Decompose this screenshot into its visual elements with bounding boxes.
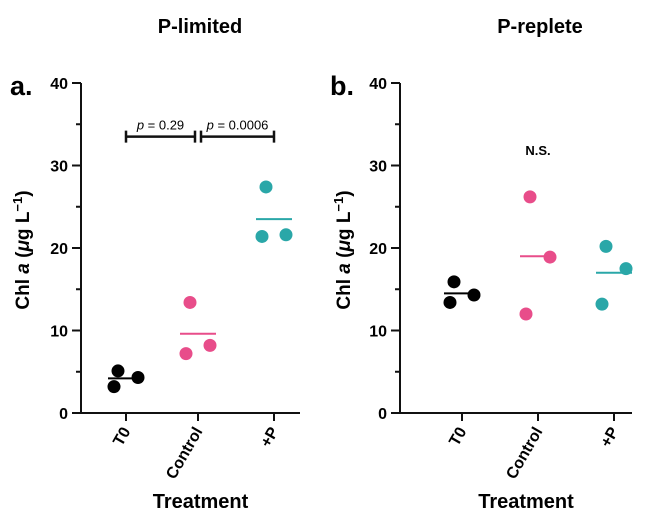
panel-a: P-limited a. 0 10 20 30 40 T0 Control +P Treatment… bbox=[10, 16, 300, 513]
p-value: = 0.29 bbox=[144, 118, 184, 133]
p-value: = 0.0006 bbox=[214, 118, 269, 133]
y-axis-title-part: μ bbox=[334, 240, 355, 253]
significance-bracket bbox=[199, 130, 276, 143]
x-axis-title: Treatment bbox=[478, 491, 574, 513]
y-axis-title-part: Chl bbox=[334, 274, 355, 310]
y-tick-label: 30 bbox=[50, 159, 68, 176]
p-value-label: p = 0.0006 bbox=[206, 118, 269, 133]
p-symbol: p bbox=[136, 118, 144, 133]
data-point bbox=[443, 295, 457, 309]
data-point bbox=[599, 239, 613, 253]
y-tick-label: 10 bbox=[369, 324, 387, 341]
y-tick-label: 30 bbox=[369, 159, 387, 176]
y-axis-title-part: ( bbox=[13, 251, 34, 263]
data-point bbox=[203, 338, 217, 352]
y-axis-title-part: −1 bbox=[331, 197, 346, 212]
significance-bracket bbox=[124, 130, 197, 143]
data-point bbox=[543, 250, 557, 264]
data-point bbox=[519, 307, 533, 321]
y-axis-title-part: ) bbox=[334, 190, 355, 196]
panel-title: P-limited bbox=[158, 16, 242, 38]
data-point bbox=[179, 347, 193, 361]
y-axis-title-part: μ bbox=[13, 240, 34, 253]
data-point bbox=[467, 288, 481, 302]
y-axis-title-part: g L bbox=[13, 211, 34, 240]
data-point bbox=[447, 275, 461, 289]
y-tick-label: 0 bbox=[378, 406, 387, 423]
p-value-label: p = 0.29 bbox=[136, 118, 184, 133]
data-point bbox=[131, 371, 145, 385]
y-axis-title-part: g L bbox=[334, 211, 355, 240]
y-axis-title-part: −1 bbox=[10, 197, 25, 212]
data-point bbox=[279, 228, 293, 242]
x-axis-title: Treatment bbox=[153, 491, 249, 513]
x-tick-label: +P bbox=[258, 424, 283, 450]
data-point bbox=[595, 297, 609, 311]
y-tick-label: 20 bbox=[50, 241, 68, 258]
y-axis-title: Chl a (μg L−1) bbox=[10, 190, 35, 309]
y-tick-label: 0 bbox=[59, 406, 68, 423]
panel-letter: b. bbox=[330, 71, 354, 101]
y-tick-label: 20 bbox=[369, 241, 387, 258]
panel-letter: a. bbox=[10, 71, 33, 101]
y-axis-title-part: Chl bbox=[13, 274, 34, 310]
x-tick-label: +P bbox=[598, 424, 623, 450]
ns-label: N.S. bbox=[525, 143, 550, 158]
data-point bbox=[183, 295, 197, 309]
x-tick-label: Control bbox=[503, 425, 546, 483]
data-point bbox=[259, 180, 273, 194]
y-tick-label: 40 bbox=[50, 76, 68, 93]
data-point bbox=[107, 380, 121, 394]
y-axis-title-part: ( bbox=[334, 251, 355, 263]
y-axis-title-part: ) bbox=[13, 190, 34, 196]
y-axis-title-part: a bbox=[13, 263, 34, 274]
data-point bbox=[111, 364, 125, 378]
panel-b: P-replete b. 0 10 20 30 40 T0 Control +P Treatment… bbox=[330, 16, 633, 513]
x-tick-label: T0 bbox=[110, 424, 134, 449]
panel-title: P-replete bbox=[497, 16, 583, 38]
data-point bbox=[619, 262, 633, 276]
p-symbol: p bbox=[206, 118, 214, 133]
y-axis-title: Chl a (μg L−1) bbox=[331, 190, 356, 309]
y-axis-title-part: a bbox=[334, 263, 355, 274]
data-point bbox=[255, 229, 269, 243]
x-tick-label: Control bbox=[163, 425, 206, 483]
y-tick-label: 40 bbox=[369, 76, 387, 93]
y-tick-label: 10 bbox=[50, 324, 68, 341]
x-tick-label: T0 bbox=[446, 424, 470, 449]
data-point bbox=[523, 190, 537, 204]
